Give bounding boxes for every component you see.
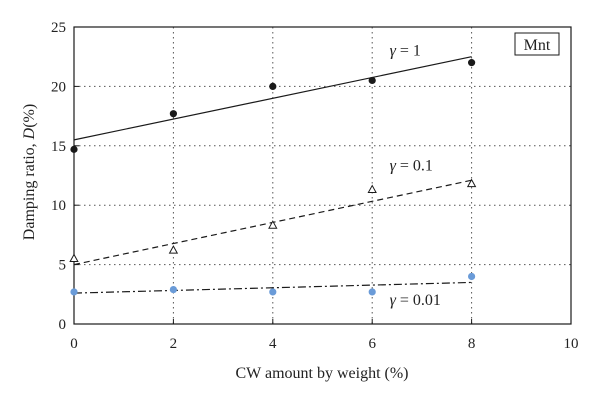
point-series-0-3 bbox=[368, 76, 376, 85]
y-tick-label-0: 0 bbox=[59, 317, 67, 333]
point-series-0-1 bbox=[169, 110, 177, 118]
series-label-symbol-2: γ bbox=[390, 292, 397, 309]
annotations: γ = 1γ = 0.1γ = 0.01 bbox=[390, 43, 441, 309]
point-series-1-3 bbox=[367, 184, 377, 194]
point-series-0-2 bbox=[269, 82, 277, 90]
x-tick-label-2: 4 bbox=[269, 336, 277, 352]
tag-box: Mnt bbox=[514, 32, 560, 56]
point-series-2-1 bbox=[169, 285, 177, 294]
x-tick-label-0: 0 bbox=[70, 336, 78, 352]
fit-line-0 bbox=[73, 56, 472, 141]
series-label-1: γ = 0.1 bbox=[390, 158, 433, 175]
series-label-value-2: = 0.01 bbox=[396, 292, 441, 309]
fit-line-2 bbox=[73, 281, 472, 294]
point-series-0-4 bbox=[468, 59, 476, 67]
series-label-value-1: = 0.1 bbox=[396, 158, 433, 175]
point-series-1-4 bbox=[466, 178, 477, 188]
x-tick-label-3: 6 bbox=[368, 336, 376, 352]
y-tick-label-5: 25 bbox=[51, 20, 66, 36]
point-series-1-1 bbox=[168, 245, 179, 254]
point-series-2-4 bbox=[468, 272, 476, 281]
plot-frame bbox=[73, 26, 572, 325]
data-markers bbox=[69, 59, 477, 296]
point-series-2-3 bbox=[368, 288, 376, 296]
grid bbox=[74, 27, 571, 324]
y-axis-label-suffix: (%) bbox=[21, 104, 38, 128]
tag-label: Mnt bbox=[524, 37, 551, 54]
point-series-2-0 bbox=[70, 288, 78, 296]
y-axis-label-symbol: D bbox=[21, 127, 38, 140]
ticks: 0 2 4 6 8 10 0 5 10 15 20 25 bbox=[51, 20, 579, 352]
y-tick-label-2: 10 bbox=[51, 198, 66, 214]
point-series-1-0 bbox=[69, 253, 79, 262]
series-label-value-0: = 1 bbox=[396, 43, 421, 60]
point-series-0-0 bbox=[70, 145, 78, 153]
x-tick-label-5: 10 bbox=[564, 336, 579, 352]
series-label-0: γ = 1 bbox=[390, 43, 421, 60]
x-axis-label: CW amount by weight (%) bbox=[235, 365, 408, 382]
point-series-1-2 bbox=[268, 220, 278, 229]
y-tick-label-3: 15 bbox=[51, 139, 66, 155]
series-label-2: γ = 0.01 bbox=[390, 292, 441, 309]
x-tick-label-1: 2 bbox=[170, 336, 178, 352]
y-tick-label-4: 20 bbox=[51, 79, 66, 95]
x-tick-label-4: 8 bbox=[468, 336, 476, 352]
series-label-symbol-1: γ bbox=[390, 158, 397, 175]
series-label-symbol-0: γ bbox=[390, 43, 397, 60]
y-tick-label-1: 5 bbox=[59, 258, 67, 274]
y-axis-label: Damping ratio, D(%) bbox=[21, 104, 38, 240]
y-axis-label-prefix: Damping ratio, bbox=[21, 139, 38, 240]
point-series-2-2 bbox=[269, 288, 277, 296]
